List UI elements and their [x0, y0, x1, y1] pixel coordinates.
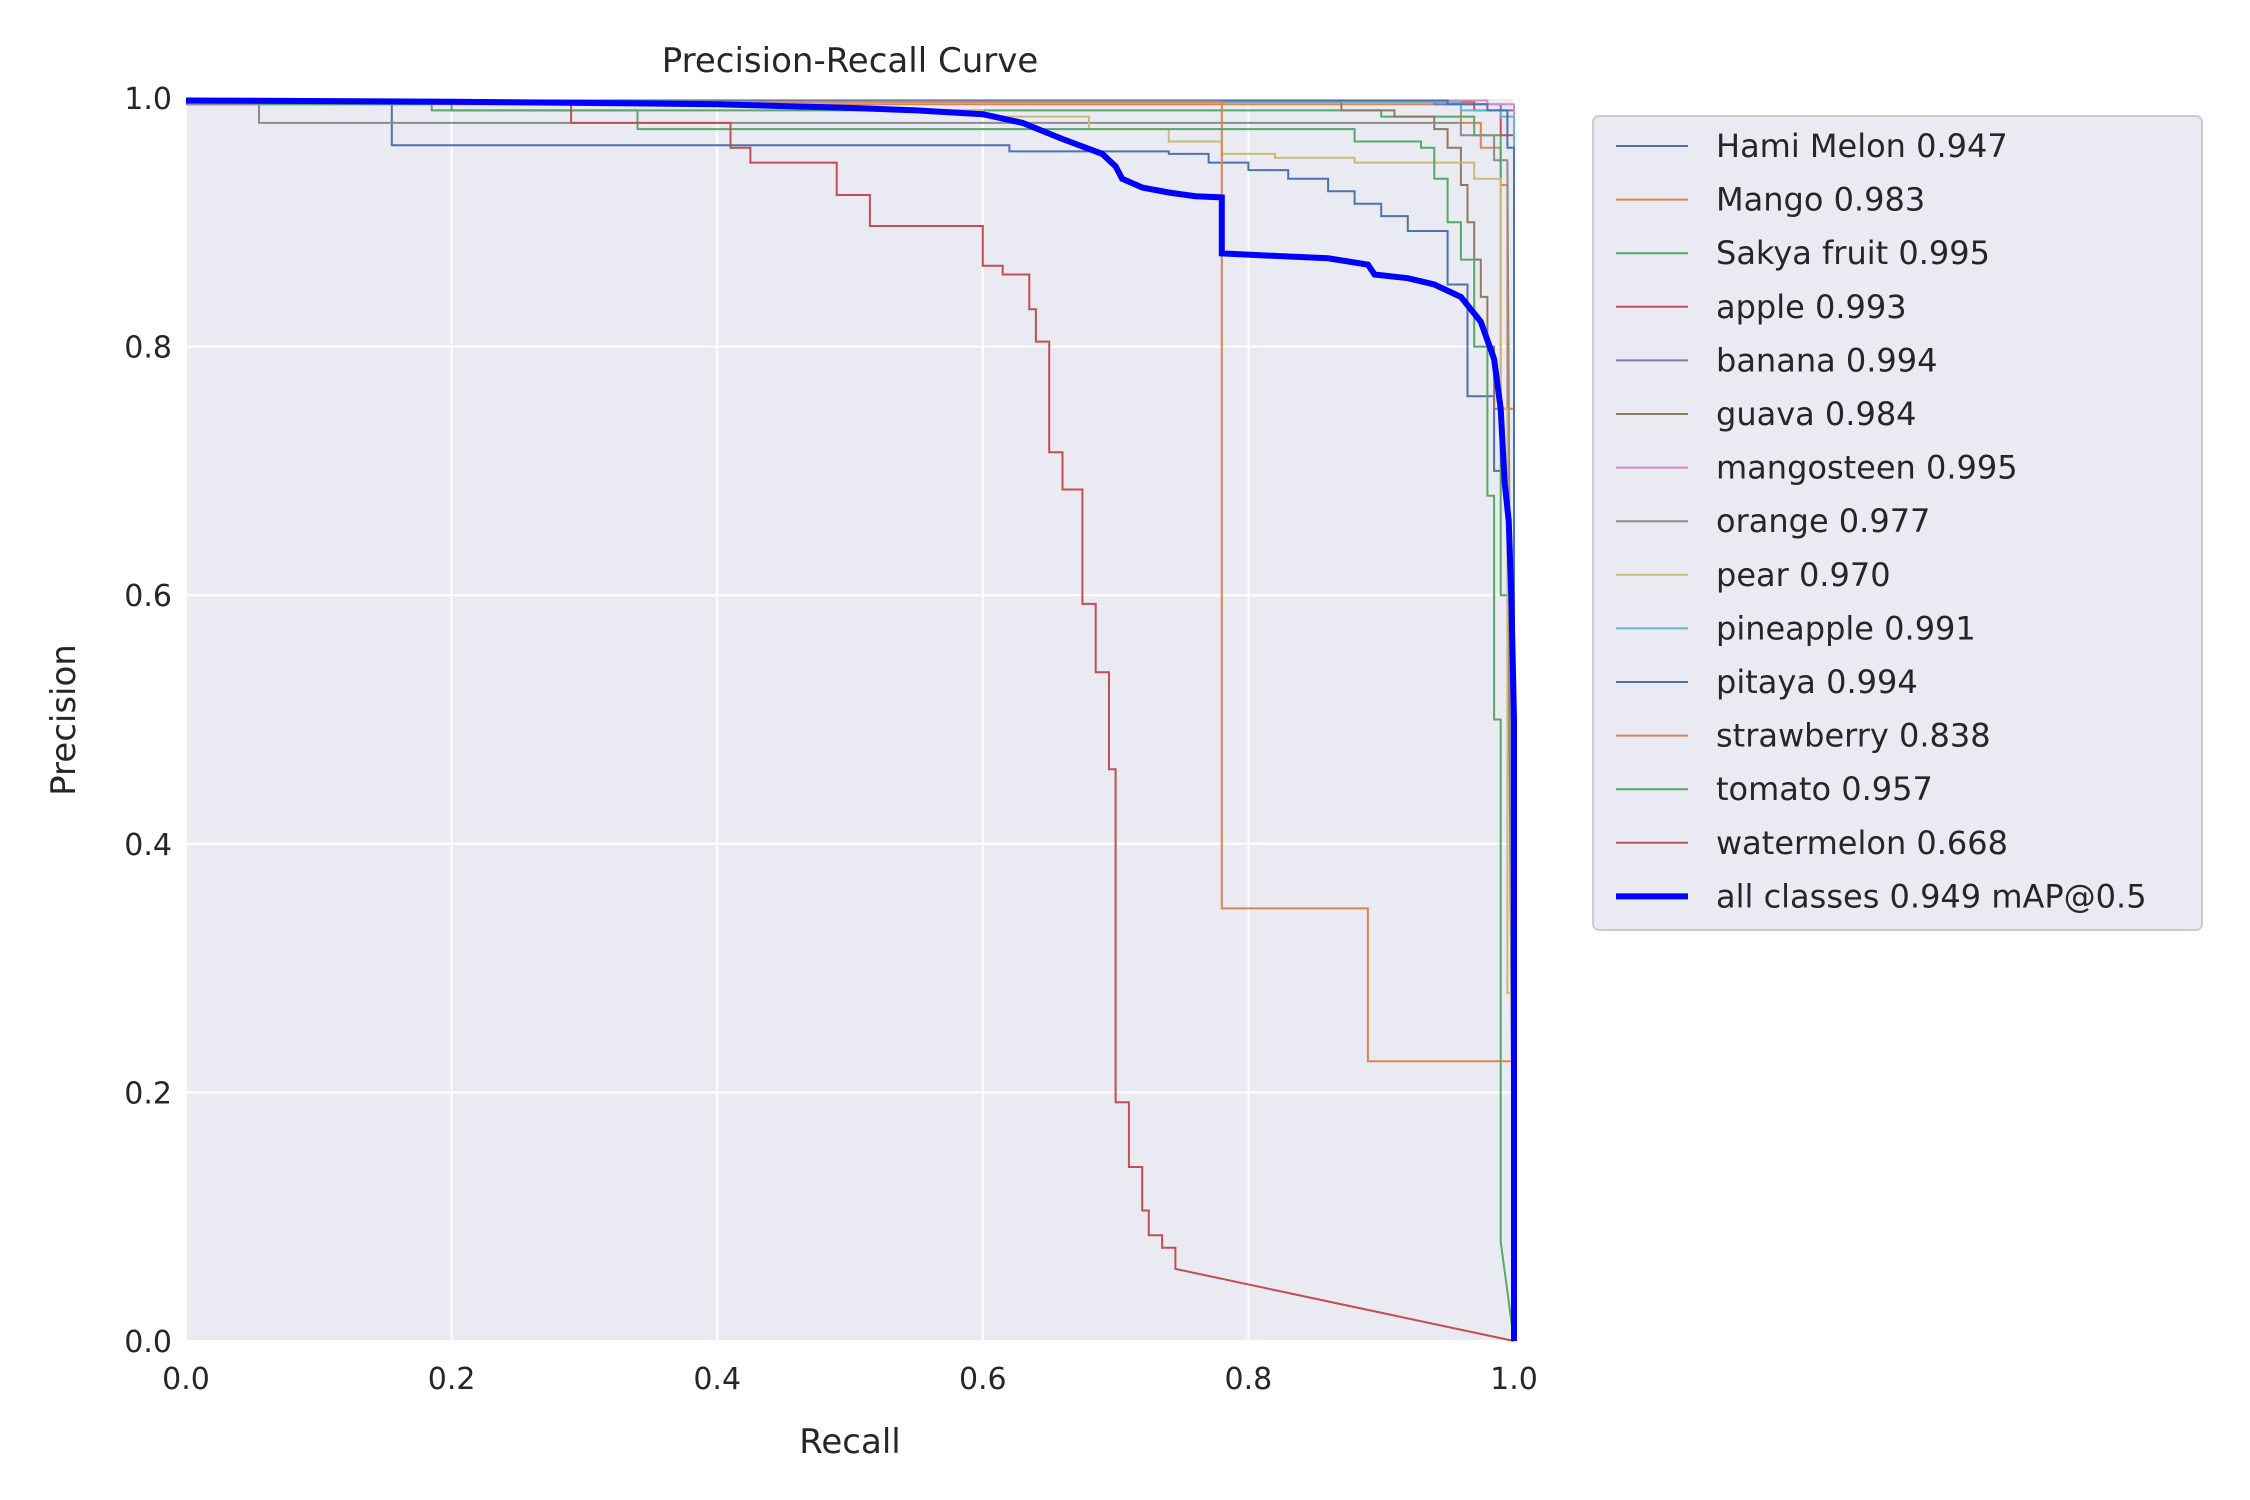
series-line-12 [186, 100, 1515, 1342]
legend-label: tomato 0.957 [1716, 770, 1933, 808]
legend-label: Sakya fruit 0.995 [1716, 234, 1990, 272]
legend-label: all classes 0.949 mAP@0.5 [1716, 877, 2147, 915]
y-tick-label: 0.4 [124, 828, 172, 863]
y-tick-label: 0.2 [124, 1076, 172, 1111]
plot-area [186, 98, 1514, 1341]
x-tick-label: 0.0 [162, 1362, 210, 1397]
legend-label: guava 0.984 [1716, 395, 1917, 433]
series-line-13 [186, 100, 1515, 1342]
legend: Hami Melon 0.947 Mango 0.983 Sakya fruit 0… [1592, 115, 2203, 931]
legend-label: banana 0.994 [1716, 341, 1937, 379]
x-tick-label: 0.4 [693, 1362, 741, 1397]
legend-label: mangosteen 0.995 [1716, 449, 2018, 487]
legend-label: Mango 0.983 [1716, 181, 1925, 219]
y-tick-label: 0.0 [124, 1325, 172, 1360]
legend-items: Hami Melon 0.947 Mango 0.983 Sakya fruit 0… [1616, 127, 2147, 915]
x-axis-label: Recall [799, 1422, 900, 1462]
series-line-2 [186, 103, 1515, 1342]
series-line-10 [186, 99, 1515, 1341]
legend-label: pitaya 0.994 [1716, 663, 1918, 701]
y-axis-label: Precision [44, 644, 84, 796]
y-axis-ticks: 0.0 0.2 0.4 0.6 0.8 1.0 [124, 82, 172, 1360]
y-tick-label: 0.8 [124, 331, 172, 366]
legend-frame [1592, 115, 2203, 931]
x-tick-label: 0.6 [959, 1362, 1007, 1397]
legend-label: orange 0.977 [1716, 502, 1930, 540]
x-tick-label: 0.2 [428, 1362, 476, 1397]
legend-label: Hami Melon 0.947 [1716, 127, 2008, 165]
y-tick-label: 1.0 [124, 82, 172, 117]
series-line-7 [186, 103, 1515, 1342]
legend-label: pineapple 0.991 [1716, 609, 1976, 647]
legend-label: strawberry 0.838 [1716, 717, 1991, 755]
legend-label: apple 0.993 [1716, 288, 1907, 326]
y-tick-label: 0.6 [124, 579, 172, 614]
series-layer [185, 97, 1517, 1342]
legend-label: pear 0.970 [1716, 556, 1891, 594]
x-tick-label: 0.8 [1225, 1362, 1273, 1397]
chart-title: Precision-Recall Curve [662, 41, 1039, 81]
series-line-14 [185, 97, 1517, 1341]
legend-label: watermelon 0.668 [1716, 824, 2008, 862]
x-tick-label: 1.0 [1490, 1362, 1538, 1397]
x-axis-ticks: 0.0 0.2 0.4 0.6 0.8 1.0 [162, 1362, 1538, 1397]
